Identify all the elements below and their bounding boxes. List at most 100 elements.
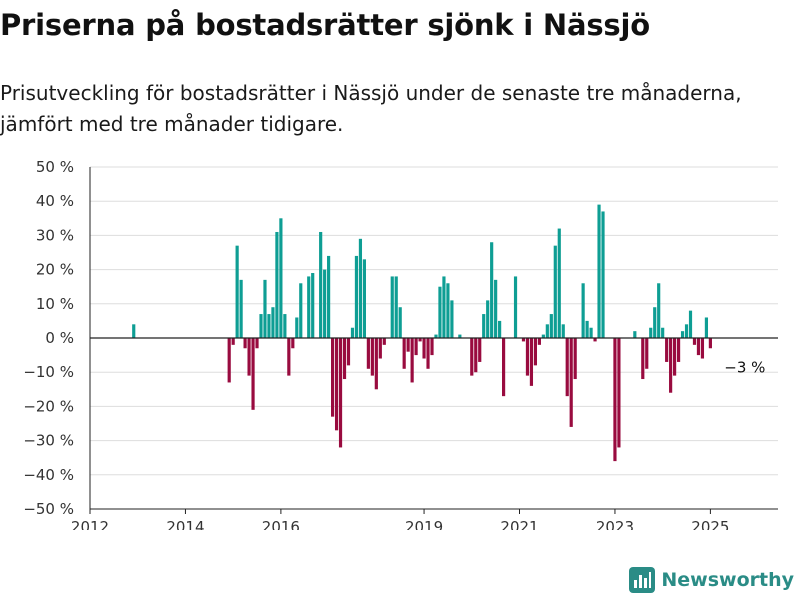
- bar-positive: [311, 273, 315, 338]
- bar-negative: [502, 338, 506, 397]
- bar-negative: [402, 338, 406, 369]
- bar-negative: [346, 338, 351, 366]
- bar-negative: [331, 338, 335, 417]
- bar-positive: [350, 327, 355, 338]
- bar-positive: [354, 255, 359, 338]
- x-tick-label: 2023: [596, 518, 634, 530]
- bar-negative: [378, 338, 382, 359]
- bar-positive: [327, 255, 331, 338]
- bar-positive: [597, 204, 601, 338]
- bar-negative: [525, 338, 530, 376]
- bar-negative: [665, 338, 669, 362]
- bar-negative: [418, 338, 422, 342]
- bar-positive: [271, 307, 275, 338]
- bar-positive: [581, 283, 585, 338]
- bar-positive: [490, 242, 494, 338]
- bar-negative: [406, 338, 410, 352]
- bar-positive: [132, 324, 136, 338]
- bar-chart: 50 % 40 % 30 % 20 % 10 % 0 % −10 % −20 % −30 % −4…: [23, 158, 778, 530]
- bar-negative: [700, 338, 705, 359]
- bar-positive: [458, 334, 462, 338]
- y-tick-label: 40 %: [36, 192, 74, 210]
- bar-positive: [494, 279, 498, 338]
- bar-negative: [533, 338, 537, 366]
- bar-negative: [338, 338, 343, 448]
- bar-negative: [414, 338, 418, 356]
- bar-negative: [669, 338, 673, 393]
- bar-negative: [291, 338, 295, 349]
- bar-negative: [478, 338, 482, 362]
- bar-positive: [513, 276, 518, 338]
- bar-negative: [613, 338, 617, 462]
- bar-negative: [366, 338, 370, 369]
- bar-negative: [708, 338, 712, 349]
- bar-negative: [374, 338, 378, 390]
- bar-positive: [267, 314, 271, 338]
- x-tick-label: 2019: [405, 518, 443, 530]
- bar-positive: [498, 320, 502, 338]
- bar-positive: [657, 283, 661, 338]
- bar-positive: [541, 334, 545, 338]
- bar-positive: [688, 310, 693, 338]
- bar-positive: [394, 276, 398, 338]
- y-tick-label: −50 %: [23, 500, 74, 518]
- x-tick-label: 2021: [500, 518, 538, 530]
- bar-positive: [649, 327, 653, 338]
- bar-positive: [653, 307, 657, 338]
- bar-negative: [426, 338, 430, 369]
- bar-positive: [450, 300, 454, 338]
- bar-negative: [382, 338, 386, 345]
- bar-positive: [438, 286, 442, 338]
- y-tick-label: 30 %: [36, 226, 74, 244]
- bar-positive: [299, 283, 303, 338]
- bar-positive: [323, 269, 327, 338]
- bar-positive: [704, 317, 709, 338]
- bar-negative: [645, 338, 649, 369]
- y-tick-label: 10 %: [36, 295, 74, 313]
- y-tick-label: −20 %: [23, 397, 74, 415]
- bar-negative: [696, 338, 701, 356]
- newsworthy-logo: Newsworthy: [629, 566, 794, 594]
- bar-positive: [585, 320, 589, 338]
- bar-positive: [239, 279, 243, 338]
- x-tick-label: 2025: [691, 518, 729, 530]
- bar-positive: [601, 211, 605, 338]
- x-tick-label: 2016: [262, 518, 300, 530]
- bar-positive: [275, 231, 279, 338]
- bar-negative: [342, 338, 347, 380]
- bar-positive: [307, 276, 311, 338]
- bar-negative: [692, 338, 697, 345]
- y-tick-label: −10 %: [23, 363, 74, 381]
- bar-negative: [617, 338, 621, 448]
- bar-negative: [529, 338, 534, 386]
- bar-negative: [231, 338, 235, 345]
- bar-negative: [676, 338, 681, 362]
- bar-negative: [430, 338, 434, 356]
- bar-negative: [334, 338, 339, 431]
- bar-positive: [684, 324, 689, 338]
- bar-negative: [593, 338, 597, 342]
- bar-negative: [410, 338, 414, 383]
- bar-negative: [243, 338, 247, 349]
- bar-negative: [673, 338, 677, 376]
- bar-positive: [633, 331, 637, 338]
- bar-negative: [227, 338, 231, 383]
- x-tick-label: 2014: [166, 518, 204, 530]
- chart-title: Priserna på bostadsrätter sjönk i Nässjö: [0, 8, 650, 42]
- y-tick-label: 0 %: [45, 329, 74, 347]
- bar-positive: [553, 245, 557, 338]
- bar-positive: [482, 314, 486, 338]
- bar-positive: [283, 314, 287, 338]
- bar-negative: [474, 338, 478, 373]
- bar-positive: [358, 238, 363, 338]
- bar-negative: [422, 338, 426, 359]
- bar-positive: [319, 231, 323, 338]
- bar-positive: [589, 327, 593, 338]
- bar-positive: [295, 317, 299, 338]
- bar-negative: [573, 338, 577, 380]
- bar-positive: [446, 283, 450, 338]
- bar-positive: [442, 276, 446, 338]
- x-tick-label: 2012: [71, 518, 109, 530]
- y-tick-label: 50 %: [36, 158, 74, 176]
- bar-negative: [569, 338, 573, 427]
